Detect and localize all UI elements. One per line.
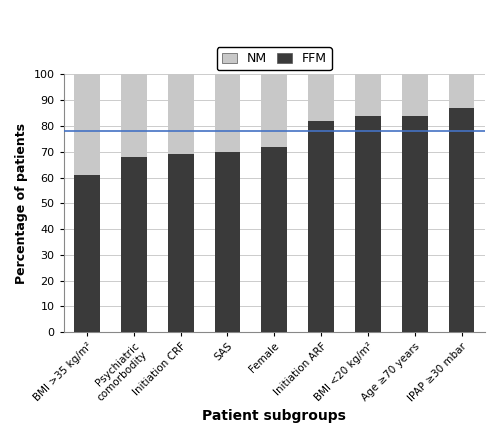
- Bar: [74, 74, 100, 175]
- Bar: [308, 121, 334, 332]
- Bar: [262, 74, 287, 147]
- Bar: [402, 74, 427, 116]
- Bar: [355, 74, 381, 116]
- Bar: [74, 175, 100, 332]
- Legend: NM, FFM: NM, FFM: [216, 47, 332, 70]
- Bar: [121, 74, 146, 157]
- X-axis label: Patient subgroups: Patient subgroups: [202, 409, 346, 423]
- Bar: [402, 116, 427, 332]
- Bar: [355, 116, 381, 332]
- Bar: [448, 108, 474, 332]
- Bar: [168, 74, 194, 154]
- Y-axis label: Percentage of patients: Percentage of patients: [15, 123, 28, 284]
- Bar: [308, 74, 334, 121]
- Bar: [168, 154, 194, 332]
- Bar: [262, 147, 287, 332]
- Bar: [214, 74, 240, 152]
- Bar: [448, 74, 474, 108]
- Bar: [214, 152, 240, 332]
- Bar: [121, 157, 146, 332]
